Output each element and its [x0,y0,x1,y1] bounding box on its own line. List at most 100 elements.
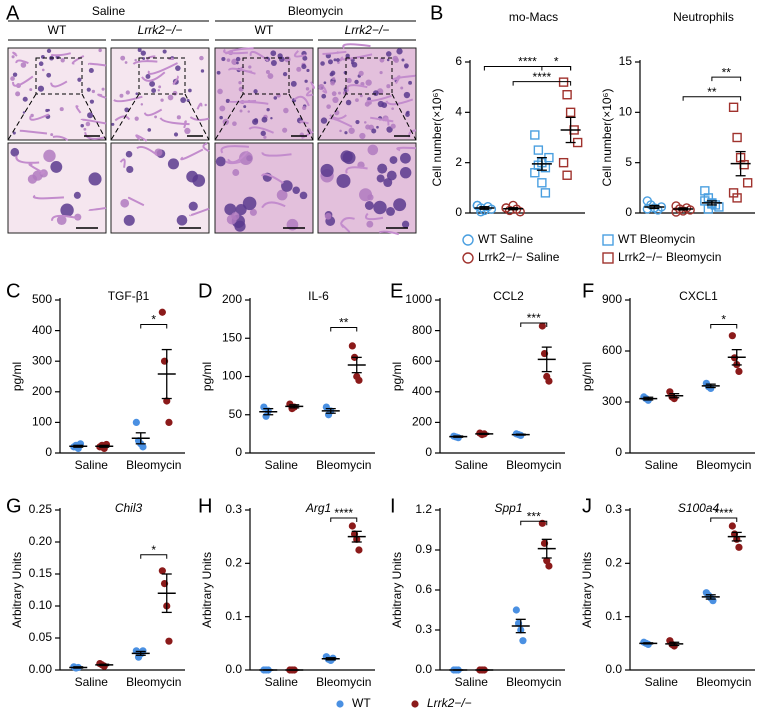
significance-bracket [711,76,742,82]
y-tick-label: 0 [455,205,462,219]
y-tick-label: 900 [602,292,622,306]
tissue-strand [51,52,71,57]
nucleus [224,203,237,216]
chart-title: CXCL1 [679,289,718,303]
nucleus [261,116,268,123]
nucleus [364,121,367,124]
y-axis-label: Arbitrary Units [580,552,594,628]
nucleus [167,158,180,170]
nucleus [344,131,348,135]
nucleus [88,67,94,74]
data-point [165,418,173,426]
tissue-strand [71,54,85,65]
y-tick-label: 0.0 [225,662,242,676]
nucleus [232,169,240,176]
y-axis-label: Arbitrary Units [200,552,214,628]
nucleus [270,50,277,57]
significance-label: ** [707,85,717,99]
nucleus [134,116,139,121]
y-tick-label: 10 [619,105,633,119]
nucleus [43,149,56,163]
chart-title: Chil3 [115,501,143,515]
nucleus [277,53,283,59]
nucleus [358,70,364,76]
x-tick-label: Saline [75,675,109,689]
data-point [355,376,363,384]
nucleus [276,189,288,201]
legend-marker [336,700,344,708]
nucleus [231,58,238,65]
nucleus [253,89,258,94]
nucleus [286,218,299,231]
data-point [545,377,553,385]
chart-title: IL-6 [308,289,329,303]
x-tick-label: Bleomycin [696,458,751,472]
y-tick-label: 2 [455,155,462,169]
nucleus [396,48,403,55]
nucleus [60,203,74,217]
zoom-box [242,57,290,95]
nucleus [265,69,270,75]
nucleus [120,55,126,61]
nucleus [273,96,278,100]
data-point [515,207,525,217]
nucleus [336,173,351,188]
tissue-strand [366,94,392,103]
zoom-line [81,93,107,141]
nucleus [345,53,350,58]
data-point [728,102,739,113]
chart-title: Arg1 [305,501,331,515]
nucleus [215,156,226,167]
nucleus [392,55,399,62]
y-tick-label: 0.00 [29,662,53,676]
nucleus [46,48,52,54]
data-point [355,546,363,554]
nucleus [333,109,340,116]
nucleus [385,51,392,57]
nucleus [292,186,300,195]
legend-label: Lrrk2−/− [427,696,472,710]
nucleus [216,70,221,75]
nucleus [11,55,15,59]
y-tick-label: 0.9 [415,542,432,556]
tissue-strand [328,117,353,128]
significance-bracket [541,66,572,71]
panel-letter: C [6,280,20,302]
y-tick-label: 300 [32,353,52,367]
nucleus [367,144,379,156]
y-tick-label: 0.15 [29,566,53,580]
tissue-strand [391,74,416,81]
nucleus [204,103,207,107]
tissue-strand [136,145,158,156]
tissue-strand [12,75,34,87]
significance-label: **** [518,55,537,69]
nucleus [41,68,45,72]
tissue-strand [301,130,314,139]
x-tick-label: Bleomycin [316,675,371,689]
nucleus [217,88,223,95]
legend-label: WT [352,696,371,710]
nucleus [22,111,26,114]
tissue-strand [75,105,82,114]
nucleus [140,103,144,106]
nucleus [371,128,377,134]
nucleus [386,170,397,181]
y-tick-label: 0 [235,445,242,459]
tissue-strand [249,50,269,62]
y-tick-label: 0.3 [605,502,622,516]
legend-label: Lrrk2−/− Bleomycin [618,250,721,264]
panel-letter: E [390,280,403,302]
nucleus [383,178,393,188]
chart-title: Spp1 [494,501,522,515]
tissue-strand [12,51,18,57]
data-point [519,637,527,645]
y-tick-label: 200 [32,384,52,398]
nucleus [366,220,374,228]
nucleus [327,59,333,65]
tissue-strand [196,102,203,110]
tissue-strand [127,196,145,207]
tissue-strand [329,114,347,120]
nucleus [15,91,21,97]
significance-label: **** [334,506,353,520]
tissue-strand [346,84,368,92]
